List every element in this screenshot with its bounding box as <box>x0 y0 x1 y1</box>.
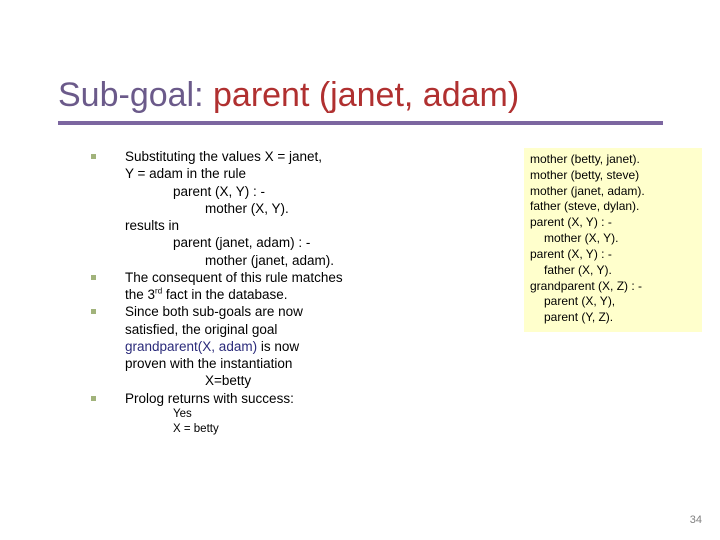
bullet-list: Substituting the values X = janet,Y = ad… <box>85 148 510 436</box>
title-highlight: parent (janet, adam) <box>213 76 519 114</box>
code-line: mother (X, Y). <box>530 231 696 247</box>
code-line: grandparent (X, Z) : - <box>530 279 696 295</box>
code-line: father (X, Y). <box>530 263 696 279</box>
bullet-item: Substituting the values X = janet,Y = ad… <box>85 148 510 269</box>
code-line: mother (betty, steve) <box>530 168 696 184</box>
code-line: father (steve, dylan). <box>530 199 696 215</box>
bullet-text: Substituting the values X = janet,Y = ad… <box>125 148 510 269</box>
title-prefix: Sub-goal: <box>58 76 213 114</box>
bullet-icon <box>91 154 96 159</box>
code-line: mother (betty, janet). <box>530 152 696 168</box>
bullet-item: Since both sub-goals are nowsatisfied, t… <box>85 303 510 389</box>
code-line: parent (X, Y), <box>530 294 696 310</box>
bullet-text: Prolog returns with success:YesX = betty <box>125 390 510 437</box>
bullet-icon <box>91 396 96 401</box>
slide-title: Sub-goal: parent (janet, adam) <box>58 76 663 115</box>
bullet-icon <box>91 309 96 314</box>
bullet-icon <box>91 275 96 280</box>
bullet-text: Since both sub-goals are nowsatisfied, t… <box>125 303 510 389</box>
bullet-item: The consequent of this rule matchesthe 3… <box>85 269 510 304</box>
page-number: 34 <box>690 514 702 526</box>
code-box: mother (betty, janet).mother (betty, ste… <box>524 148 702 332</box>
code-line: mother (janet, adam). <box>530 184 696 200</box>
bullet-item: Prolog returns with success:YesX = betty <box>85 390 510 437</box>
title-underline <box>58 121 663 125</box>
code-line: parent (X, Y) : - <box>530 247 696 263</box>
code-line: parent (X, Y) : - <box>530 215 696 231</box>
bullet-text: The consequent of this rule matchesthe 3… <box>125 269 510 304</box>
code-line: parent (Y, Z). <box>530 310 696 326</box>
